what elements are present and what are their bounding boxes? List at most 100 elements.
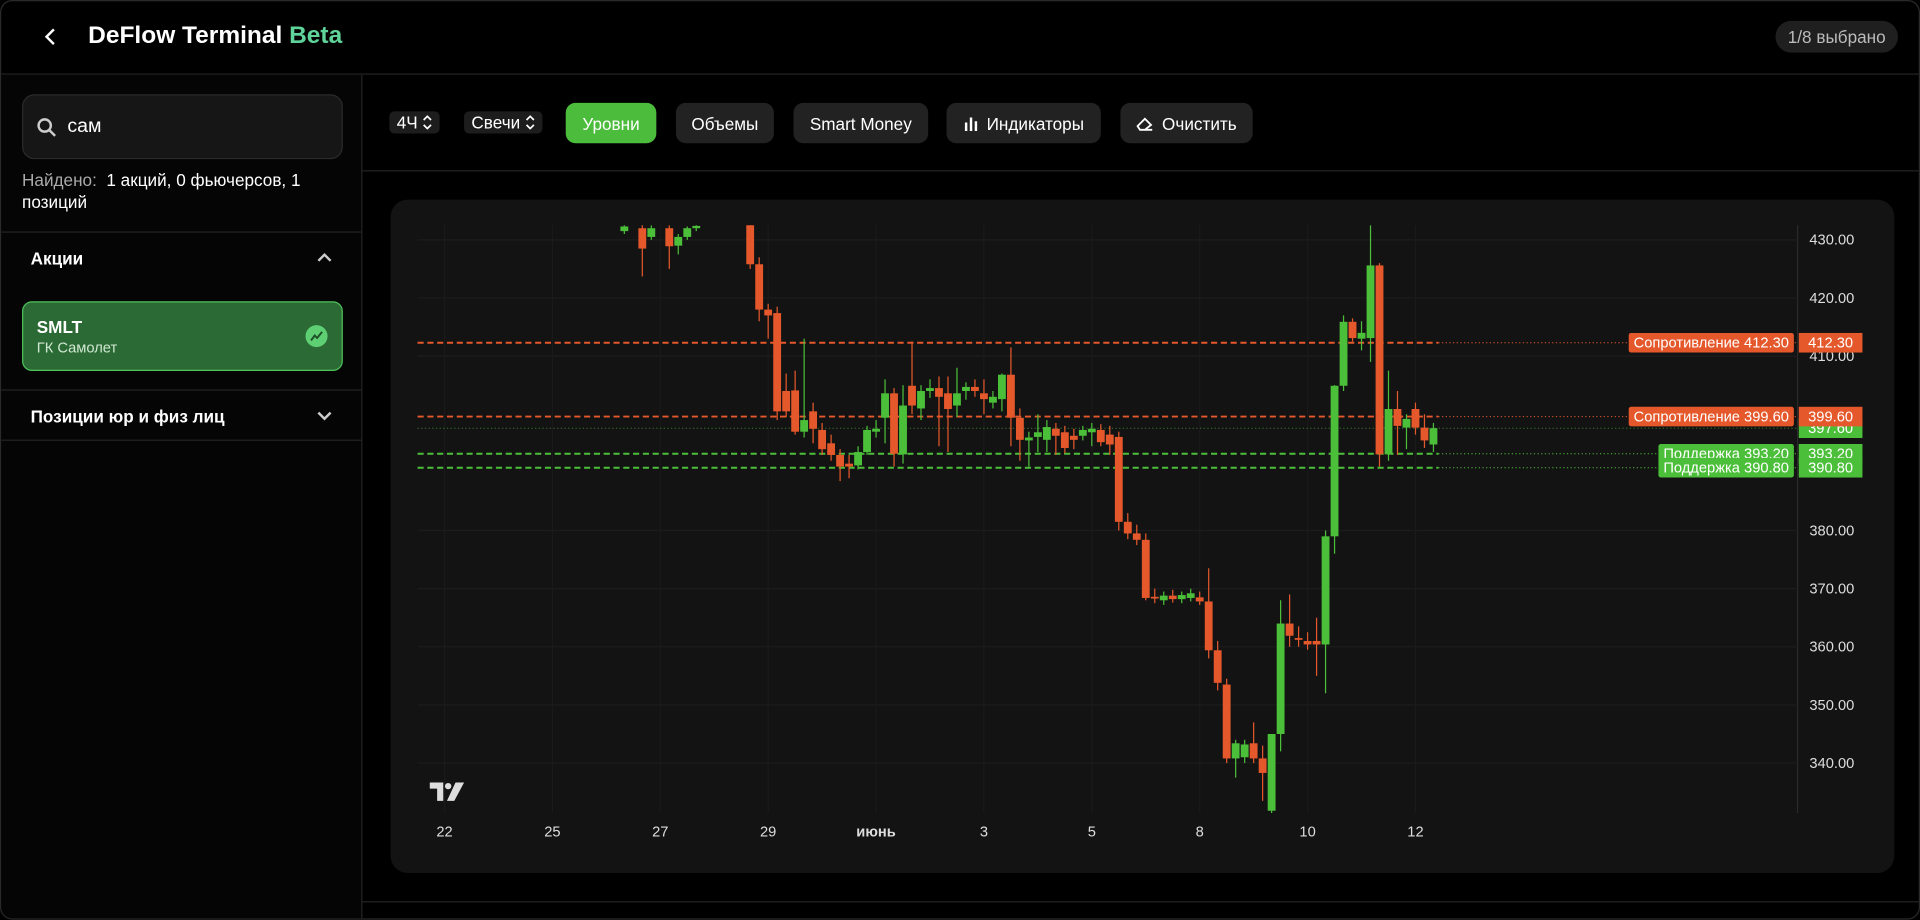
candle-body <box>1240 744 1249 758</box>
y-tick-label: 420.00 <box>1809 291 1854 307</box>
candle-body <box>1285 623 1294 636</box>
search-box[interactable]: сам <box>22 94 343 160</box>
search-text: сам <box>67 116 102 138</box>
candle-body <box>683 228 692 237</box>
candle-body <box>989 396 997 403</box>
selection-pill[interactable]: 1/8 выбрано <box>1775 20 1898 53</box>
level-price-box <box>1798 332 1863 353</box>
toolbar-button[interactable]: Smart Money <box>793 102 929 144</box>
eraser-icon <box>1136 116 1153 131</box>
y-tick-label: 410.00 <box>1809 349 1854 365</box>
candle-body <box>962 386 970 391</box>
button-label: Объемы <box>691 113 759 133</box>
candle-body <box>1042 427 1051 440</box>
x-tick-label: 29 <box>760 824 776 840</box>
candle-body <box>872 428 880 432</box>
back-button[interactable] <box>40 26 60 48</box>
candle-body <box>773 313 782 412</box>
candle-body <box>1060 432 1069 448</box>
sidebar: сам Найдено: 1 акций, 0 фьючерсов, 1 поз… <box>1 74 363 919</box>
toolbar-button[interactable]: Объемы <box>675 102 774 144</box>
candle-body <box>854 452 862 466</box>
candle-body <box>1231 743 1240 759</box>
level-label-box <box>1658 457 1794 478</box>
toolbar-button[interactable]: Уровни <box>565 102 657 144</box>
ticker: SMLT <box>36 317 83 337</box>
candle-body <box>997 374 1006 400</box>
candle-body <box>926 388 934 391</box>
candle-body <box>791 390 800 432</box>
candle-body <box>638 228 647 249</box>
level-label-box <box>1628 406 1794 427</box>
toolbar-button[interactable]: Очистить <box>1120 102 1253 144</box>
y-tick-label: 350.00 <box>1809 698 1854 714</box>
x-tick-label: 22 <box>436 824 452 840</box>
level-label-box <box>1628 332 1794 353</box>
candle-body <box>1339 321 1348 386</box>
button-label: Уровни <box>582 113 640 133</box>
level-label: Сопротивление 399.60 <box>1634 409 1789 425</box>
candle-body <box>1213 650 1222 683</box>
found-label: Найдено: <box>22 170 97 190</box>
candle-body <box>1303 640 1312 645</box>
candle-body <box>1015 417 1024 440</box>
toolbar-button[interactable]: Индикаторы <box>946 102 1101 144</box>
candle-body <box>1186 593 1195 598</box>
chevron-down[interactable] <box>316 410 333 422</box>
candle-body <box>674 236 683 246</box>
x-tick-label: 25 <box>544 824 560 840</box>
button-label: Индикаторы <box>986 113 1085 133</box>
x-tick-label: 10 <box>1299 824 1315 840</box>
updown <box>423 115 432 130</box>
style-select[interactable]: Свечи <box>464 111 543 134</box>
chart: 430.00 420.00 410.00 380.00 370.00 360.00 350.… <box>417 225 1863 840</box>
candle-body <box>944 393 952 410</box>
level-price-box <box>1798 457 1863 478</box>
candle-body <box>665 228 674 247</box>
divider <box>362 901 1919 903</box>
candle-body <box>1384 409 1393 455</box>
candle-body <box>1168 595 1177 600</box>
candle-body <box>1033 432 1042 437</box>
candle-body <box>1321 536 1330 645</box>
title: DeFlow Terminal <box>88 22 283 49</box>
candle-body <box>782 390 791 412</box>
chart-panel: 430.00 420.00 410.00 380.00 370.00 360.00 350.… <box>390 199 1895 874</box>
candle-body <box>620 226 629 232</box>
chevron-up[interactable] <box>316 251 333 263</box>
candle-body <box>836 454 845 467</box>
divider <box>1 231 362 233</box>
candle-body <box>1276 623 1285 734</box>
candle-body <box>881 393 889 418</box>
x-tick-label: 3 <box>980 824 988 840</box>
tv-logo <box>429 782 465 801</box>
candle-body <box>1078 429 1087 436</box>
candle-body <box>647 228 656 237</box>
y-tick-label: 430.00 <box>1809 233 1854 249</box>
divider <box>1 389 362 391</box>
chart-style: Свечи <box>471 112 521 133</box>
candle-body <box>935 388 943 397</box>
candle-body <box>746 225 755 265</box>
candle-body <box>1249 743 1258 759</box>
level-price-label: 399.60 <box>1808 409 1853 425</box>
x-tick-label: 8 <box>1196 824 1204 840</box>
found: Найдено: 1 акций, 0 фьючерсов, 1 позиций <box>22 169 343 213</box>
candle-body <box>1105 434 1114 445</box>
candle-body <box>1375 265 1384 455</box>
section-title[interactable]: Акции <box>30 248 84 269</box>
timeframe-select[interactable]: 4Ч <box>389 111 440 134</box>
candle-body <box>917 390 925 409</box>
candle-body <box>1357 332 1366 339</box>
candle-body <box>1411 409 1420 428</box>
divider <box>362 170 1919 172</box>
candle-body <box>1123 521 1132 534</box>
candle-body <box>1222 684 1231 759</box>
candle-body <box>1087 428 1096 433</box>
section-title[interactable]: Позиции юр и физ лиц <box>30 406 225 427</box>
button-label: Smart Money <box>809 113 912 133</box>
button-label: Очистить <box>1162 113 1237 133</box>
instrument-card[interactable]: SMLT ГК Самолет <box>22 301 343 372</box>
candle-body <box>980 393 988 400</box>
